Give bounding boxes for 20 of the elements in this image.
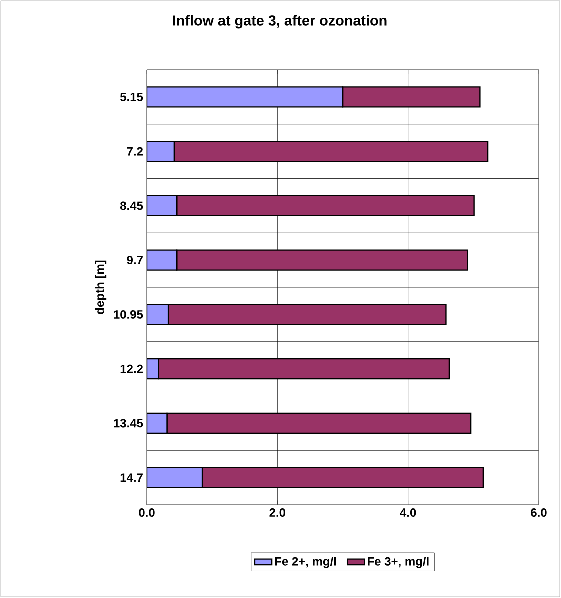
y-tick-label: 12.2 (120, 364, 143, 374)
bar (147, 195, 178, 217)
y-tick-label: 8.45 (120, 202, 144, 210)
y-tick-label: 5.15 (120, 93, 144, 102)
bar (147, 140, 176, 162)
x-tick-label: 2.0 (270, 508, 286, 518)
y-tick-label: 14.7 (120, 474, 143, 482)
bar (147, 86, 344, 108)
y-tick-label: 10.95 (114, 310, 144, 319)
x-tick-label: 0.0 (139, 508, 155, 518)
y-tick-label: 7.2 (127, 147, 143, 156)
x-tick-label: 6.0 (531, 508, 547, 518)
bar (147, 467, 204, 488)
y-tick-label: 9.7 (127, 256, 143, 265)
chart-title: Inflow at gate 3, after ozonation (173, 15, 387, 29)
legend-label: Fe 2+, mg/l (275, 557, 336, 568)
legend-label: Fe 3+, mg/l (368, 557, 429, 568)
y-axis-title: depth [m] (95, 260, 107, 314)
x-tick-label: 4.0 (400, 508, 416, 518)
y-tick-label: 13.45 (114, 419, 144, 428)
